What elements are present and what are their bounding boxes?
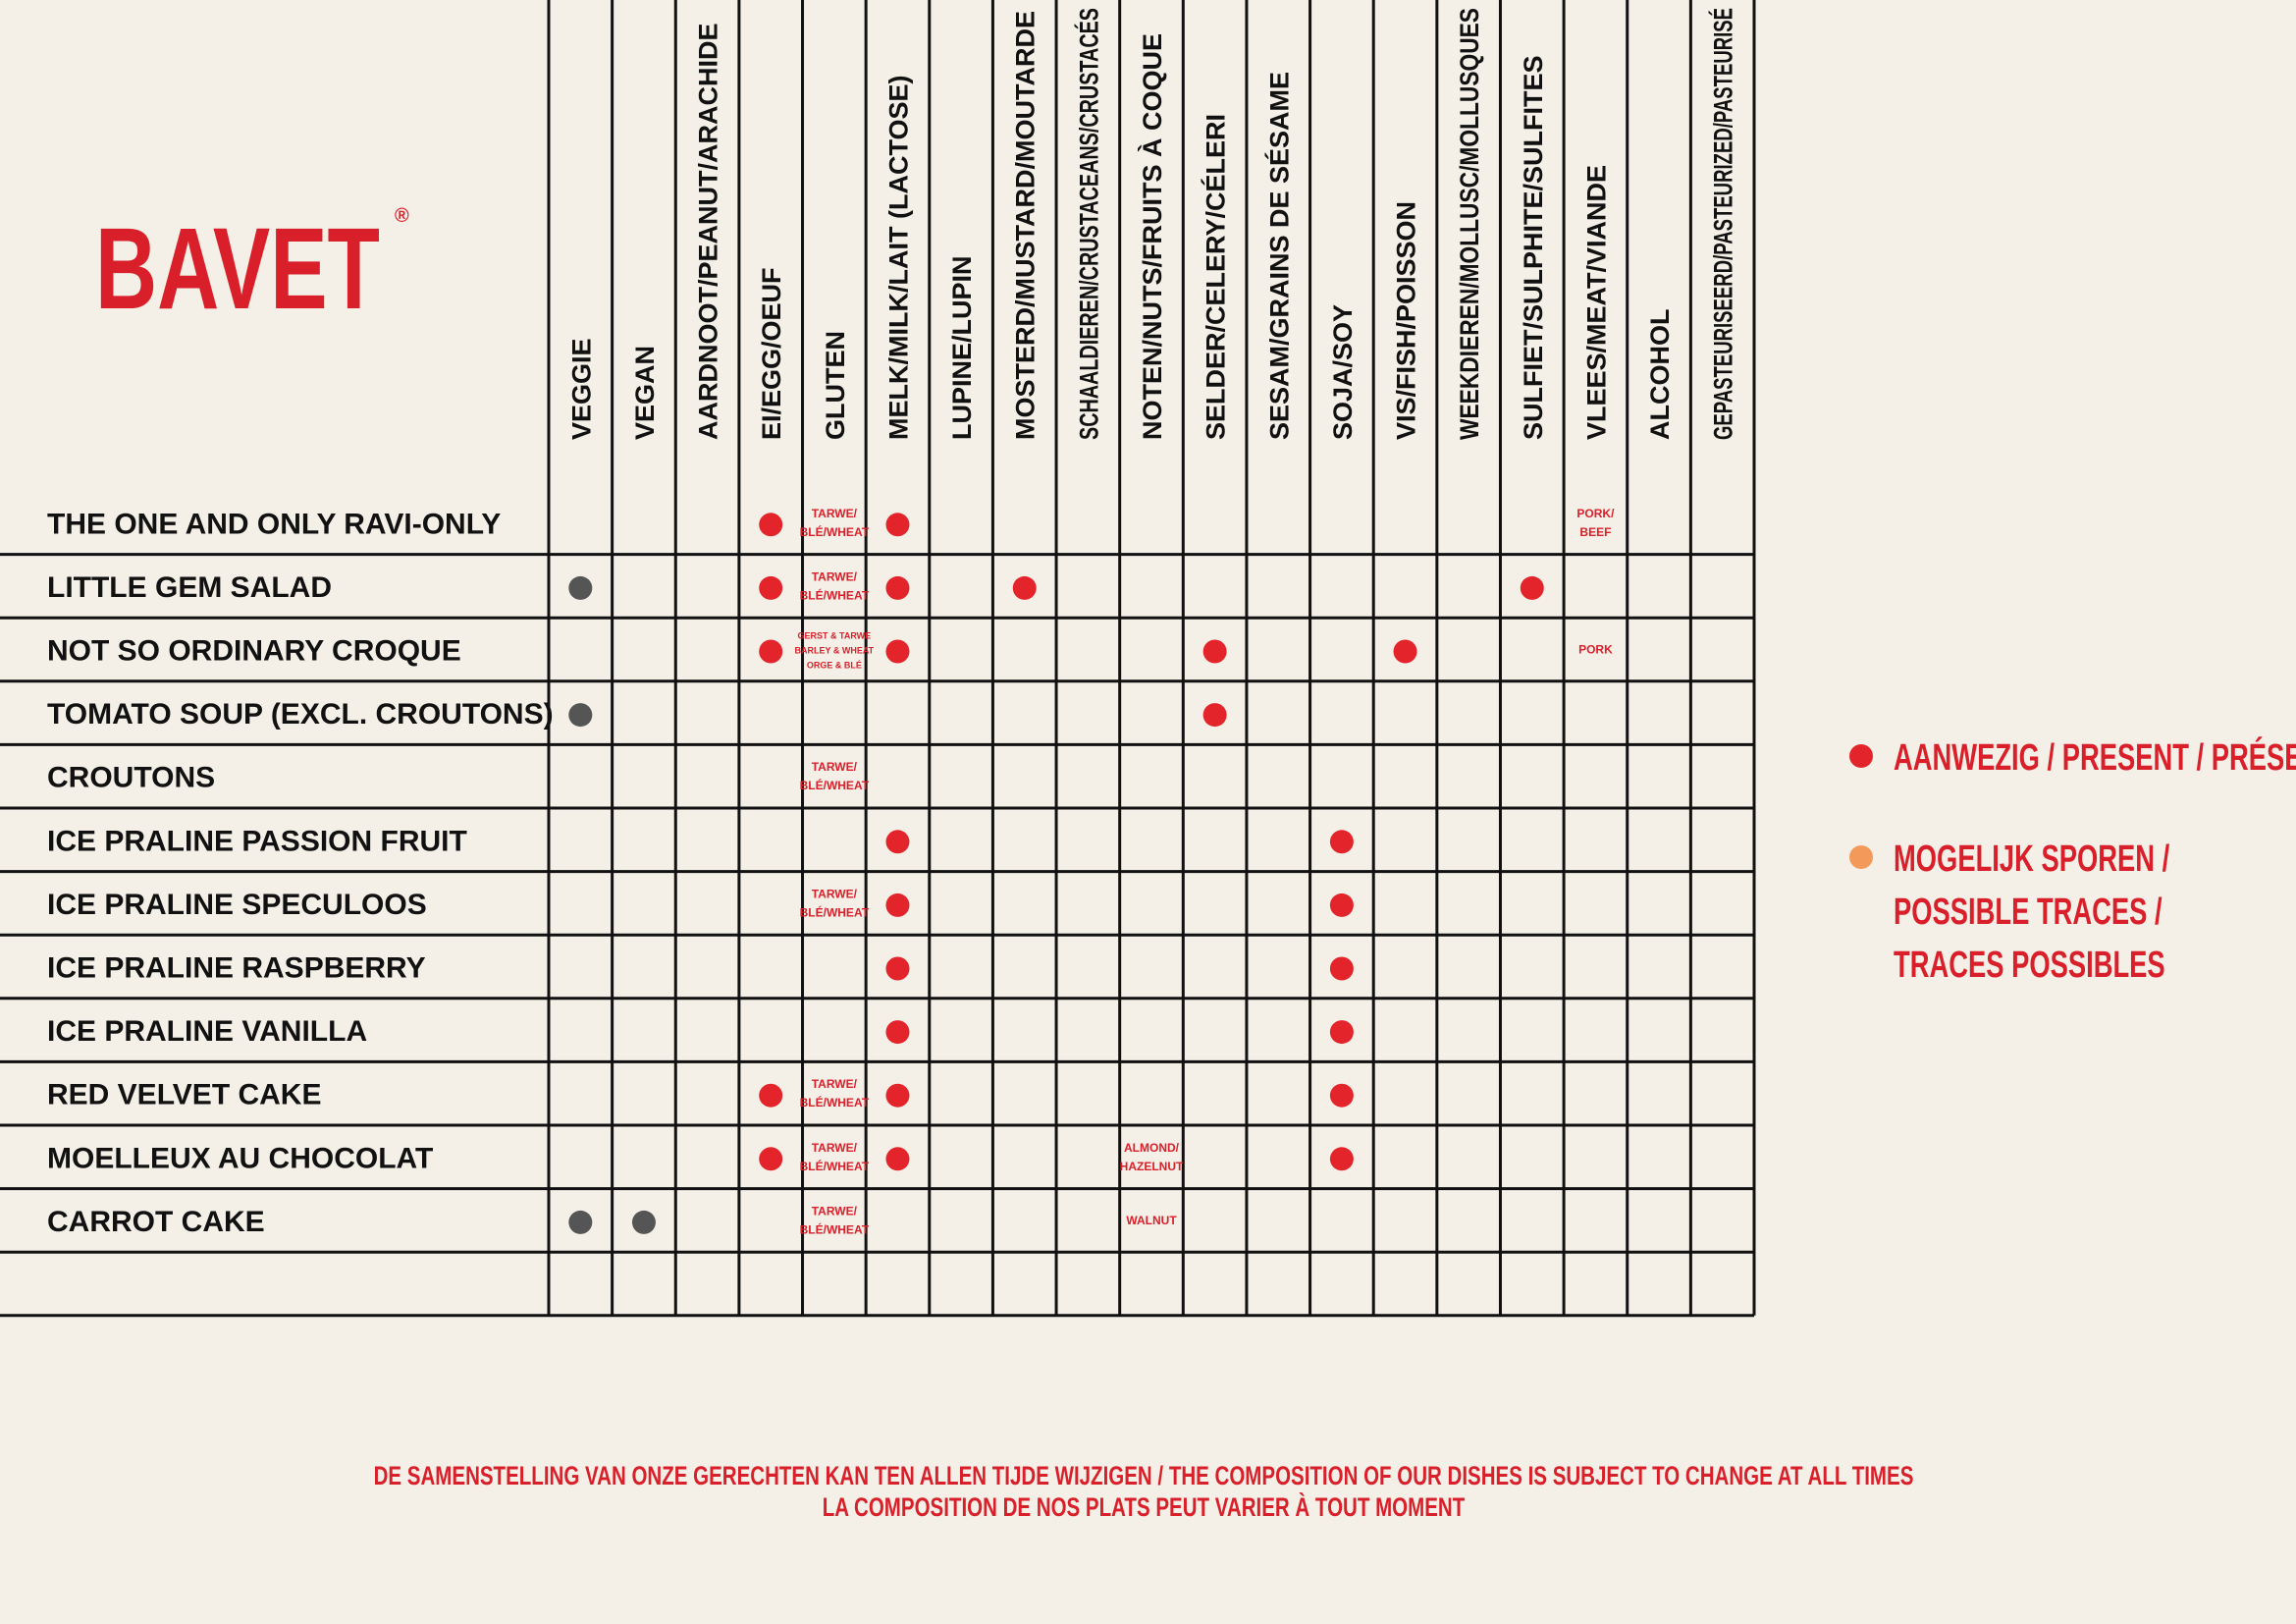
dish-name: ICE PRALINE PASSION FRUIT <box>47 825 467 857</box>
legend-label: TRACES POSSIBLES <box>1894 945 2165 986</box>
marker <box>1329 893 1354 917</box>
column-header: SOJA/SOY <box>1328 304 1358 440</box>
logo-mark: ® <box>395 205 409 227</box>
marker <box>885 575 910 600</box>
marker <box>1329 956 1354 981</box>
cell-note: BEEF <box>1579 525 1611 539</box>
column-header: AARDNOOT/PEANUT/ARACHIDE <box>694 24 723 441</box>
marker <box>759 1147 783 1171</box>
cell-note: TARWE/ <box>812 1204 858 1218</box>
cell-note: TARWE/ <box>812 1141 858 1155</box>
marker <box>1329 1020 1354 1045</box>
marker <box>568 575 593 600</box>
marker <box>1329 1083 1354 1108</box>
legend-marker <box>1849 744 1873 768</box>
marker <box>1012 575 1037 600</box>
marker <box>1329 1147 1354 1171</box>
cell-note: TARWE/ <box>812 887 858 900</box>
dish-name: ICE PRALINE RASPBERRY <box>47 952 426 985</box>
marker <box>759 575 783 600</box>
dish-name: TOMATO SOUP (EXCL. CROUTONS) <box>47 698 554 731</box>
legend-marker <box>1849 845 1873 869</box>
column-header: EI/EGG/OEUF <box>757 267 786 440</box>
column-header: GLUTEN <box>821 331 850 440</box>
cell-note: BLÉ/WHEAT <box>800 1221 870 1236</box>
column-header: VEGGIE <box>566 338 596 440</box>
dish-name: RED VELVET CAKE <box>47 1079 321 1111</box>
column-header: MOSTERD/MUSTARD/MOUTARDE <box>1011 11 1041 440</box>
cell-note: TARWE/ <box>812 1077 858 1091</box>
cell-note: BLÉ/WHEAT <box>800 904 870 919</box>
column-header: VLEES/MEAT/VIANDE <box>1581 165 1611 440</box>
marker <box>568 703 593 728</box>
legend-label: POSSIBLE TRACES / <box>1894 892 2163 933</box>
dish-name: ICE PRALINE VANILLA <box>47 1015 367 1048</box>
dish-name: CARROT CAKE <box>47 1206 265 1238</box>
cell-note: PORK <box>1578 643 1613 657</box>
marker <box>885 513 910 537</box>
column-header: VIS/FISH/POISSON <box>1392 201 1421 440</box>
cell-note: BARLEY & WHEAT <box>795 646 875 656</box>
column-header: SELDER/CELERY/CÉLERI <box>1201 114 1231 440</box>
column-header: GEPASTEURISEERD/PASTEURIZED/PASTEURISÉ <box>1708 8 1738 440</box>
cell-note: TARWE/ <box>812 760 858 774</box>
dish-name: CROUTONS <box>47 762 215 794</box>
cell-note: BLÉ/WHEAT <box>800 1095 870 1110</box>
marker <box>885 956 910 981</box>
marker <box>631 1210 656 1234</box>
marker <box>759 639 783 664</box>
column-header: SULFIET/SULPHITE/SULFITES <box>1519 55 1548 440</box>
marker <box>885 639 910 664</box>
dish-name: MOELLEUX AU CHOCOLAT <box>47 1142 433 1174</box>
dish-name: LITTLE GEM SALAD <box>47 571 332 604</box>
column-header: SCHAALDIEREN/CRUSTACEANS/CRUSTACÉS <box>1073 8 1103 440</box>
marker <box>1329 830 1354 854</box>
cell-note: ALMOND/ <box>1124 1141 1180 1155</box>
marker <box>885 830 910 854</box>
column-header: LUPINE/LUPIN <box>947 255 977 440</box>
dish-name: THE ONE AND ONLY RAVI-ONLY <box>47 508 501 540</box>
logo: BAVET <box>95 204 380 334</box>
marker <box>885 1020 910 1045</box>
marker <box>885 893 910 917</box>
cell-note: BLÉ/WHEAT <box>800 1159 870 1173</box>
column-header: VEGAN <box>630 346 660 440</box>
cell-note: WALNUT <box>1126 1214 1177 1227</box>
marker <box>1202 639 1227 664</box>
cell-note: TARWE/ <box>812 507 858 520</box>
cell-note: BLÉ/WHEAT <box>800 778 870 792</box>
cell-note: ORGE & BLÉ <box>807 661 862 671</box>
marker <box>759 1083 783 1108</box>
dish-name: ICE PRALINE SPECULOOS <box>47 889 427 921</box>
cell-note: GERST & TARWE <box>798 631 872 641</box>
legend-label: MOGELIJK SPOREN / <box>1894 839 2169 880</box>
column-header: MELK/MILK/LAIT (LACTOSE) <box>883 76 913 440</box>
cell-note: PORK/ <box>1576 507 1615 520</box>
marker <box>885 1147 910 1171</box>
cell-note: TARWE/ <box>812 569 858 583</box>
dish-name: NOT SO ORDINARY CROQUE <box>47 635 461 668</box>
cell-note: BLÉ/WHEAT <box>800 524 870 539</box>
column-header: SESAM/GRAINS DE SÉSAME <box>1263 72 1294 440</box>
cell-note: BLÉ/WHEAT <box>800 587 870 602</box>
footer-note: LA COMPOSITION DE NOS PLATS PEUT VARIER … <box>823 1491 1466 1523</box>
column-header: ALCOHOL <box>1645 309 1675 440</box>
footer-note: DE SAMENSTELLING VAN ONZE GERECHTEN KAN … <box>374 1461 1914 1490</box>
marker <box>568 1210 593 1234</box>
marker <box>1393 639 1417 664</box>
marker <box>1202 703 1227 728</box>
marker <box>885 1083 910 1108</box>
column-header: NOTEN/NUTS/FRUITS À COQUE <box>1137 33 1167 440</box>
marker <box>1520 575 1544 600</box>
column-header: WEEKDIEREN/MOLLUSC/MOLLUSQUES <box>1455 8 1484 440</box>
legend-label: AANWEZIG / PRESENT / PRÉSENT <box>1894 736 2296 780</box>
cell-note: HAZELNUT <box>1120 1160 1184 1173</box>
marker <box>759 513 783 537</box>
